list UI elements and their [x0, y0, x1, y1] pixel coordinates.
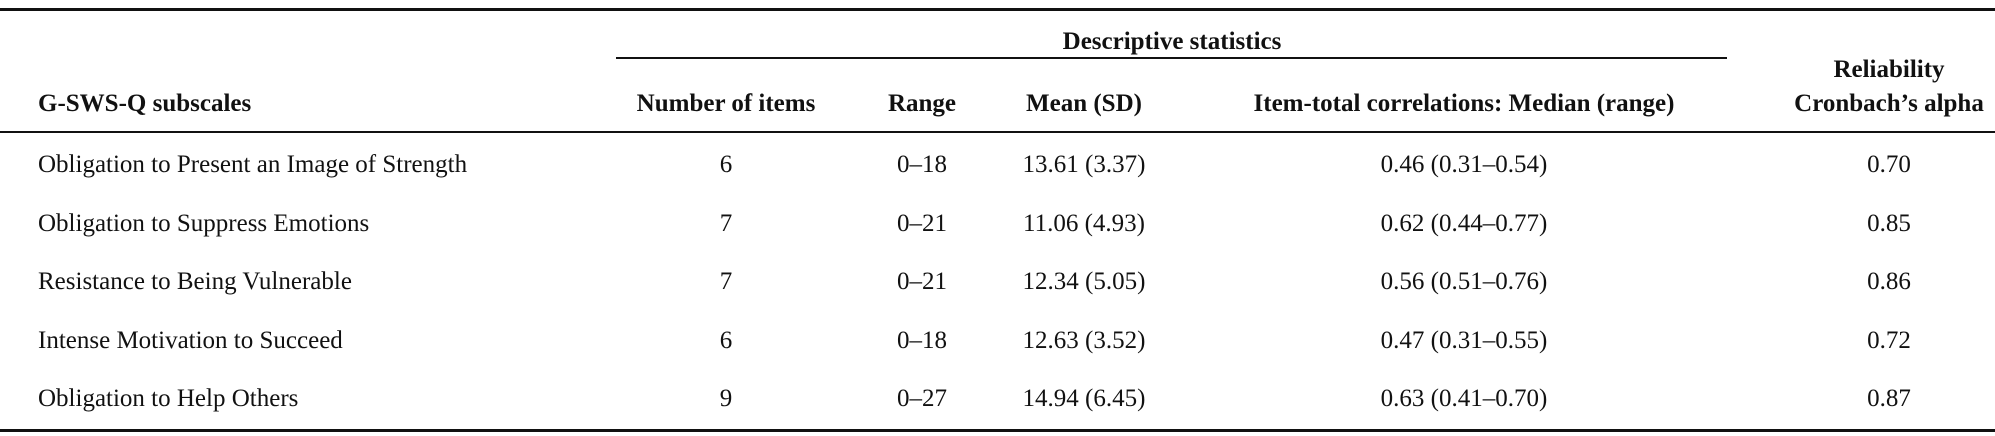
column-header: G-SWS-Q subscales — [38, 90, 252, 117]
cell: 0–18 — [897, 327, 947, 354]
group-header: Descriptive statistics — [1062, 28, 1282, 55]
row-label: Obligation to Present an Image of Streng… — [38, 151, 468, 178]
cell: 0–27 — [897, 385, 947, 412]
row-label: Resistance to Being Vulnerable — [38, 268, 352, 295]
cell: 14.94 (6.45) — [1022, 385, 1146, 412]
cell: 11.06 (4.93) — [1023, 210, 1145, 237]
cell: 0.85 — [1867, 210, 1911, 237]
cell: 6 — [719, 327, 733, 354]
row-label: Obligation to Help Others — [38, 385, 299, 412]
cell: 12.63 (3.52) — [1022, 327, 1146, 354]
cell: 0–21 — [897, 210, 947, 237]
cell: 0.87 — [1867, 385, 1911, 412]
cell: 12.34 (5.05) — [1022, 268, 1146, 295]
cell: 0–21 — [897, 268, 947, 295]
header-rule — [0, 131, 1995, 133]
cell: 0.56 (0.51–0.76) — [1380, 268, 1548, 295]
cell: 7 — [719, 268, 733, 295]
cell: 6 — [719, 151, 733, 178]
cell: 0.72 — [1867, 327, 1911, 354]
bottom-rule — [0, 429, 1995, 432]
column-header: Mean (SD) — [1026, 90, 1142, 117]
cell: 13.61 (3.37) — [1022, 151, 1146, 178]
row-label: Intense Motivation to Succeed — [38, 327, 343, 354]
cell: 0.70 — [1867, 151, 1911, 178]
cell: 0.86 — [1867, 268, 1911, 295]
top-rule — [0, 8, 1995, 11]
cell: 7 — [719, 210, 733, 237]
cell: 0.62 (0.44–0.77) — [1380, 210, 1548, 237]
cell: 0.47 (0.31–0.55) — [1380, 327, 1548, 354]
column-header: Cronbach’s alpha — [1794, 90, 1984, 117]
cell: 0.63 (0.41–0.70) — [1380, 385, 1548, 412]
cell: 0.46 (0.31–0.54) — [1380, 151, 1548, 178]
cell: 0–18 — [897, 151, 947, 178]
column-header: Range — [887, 90, 957, 117]
column-header: Item-total correlations: Median (range) — [1253, 90, 1675, 117]
cell: 9 — [719, 385, 733, 412]
row-label: Obligation to Suppress Emotions — [38, 210, 370, 237]
column-header: Number of items — [636, 90, 816, 117]
group-rule — [616, 57, 1727, 59]
column-header: Reliability — [1833, 56, 1945, 83]
